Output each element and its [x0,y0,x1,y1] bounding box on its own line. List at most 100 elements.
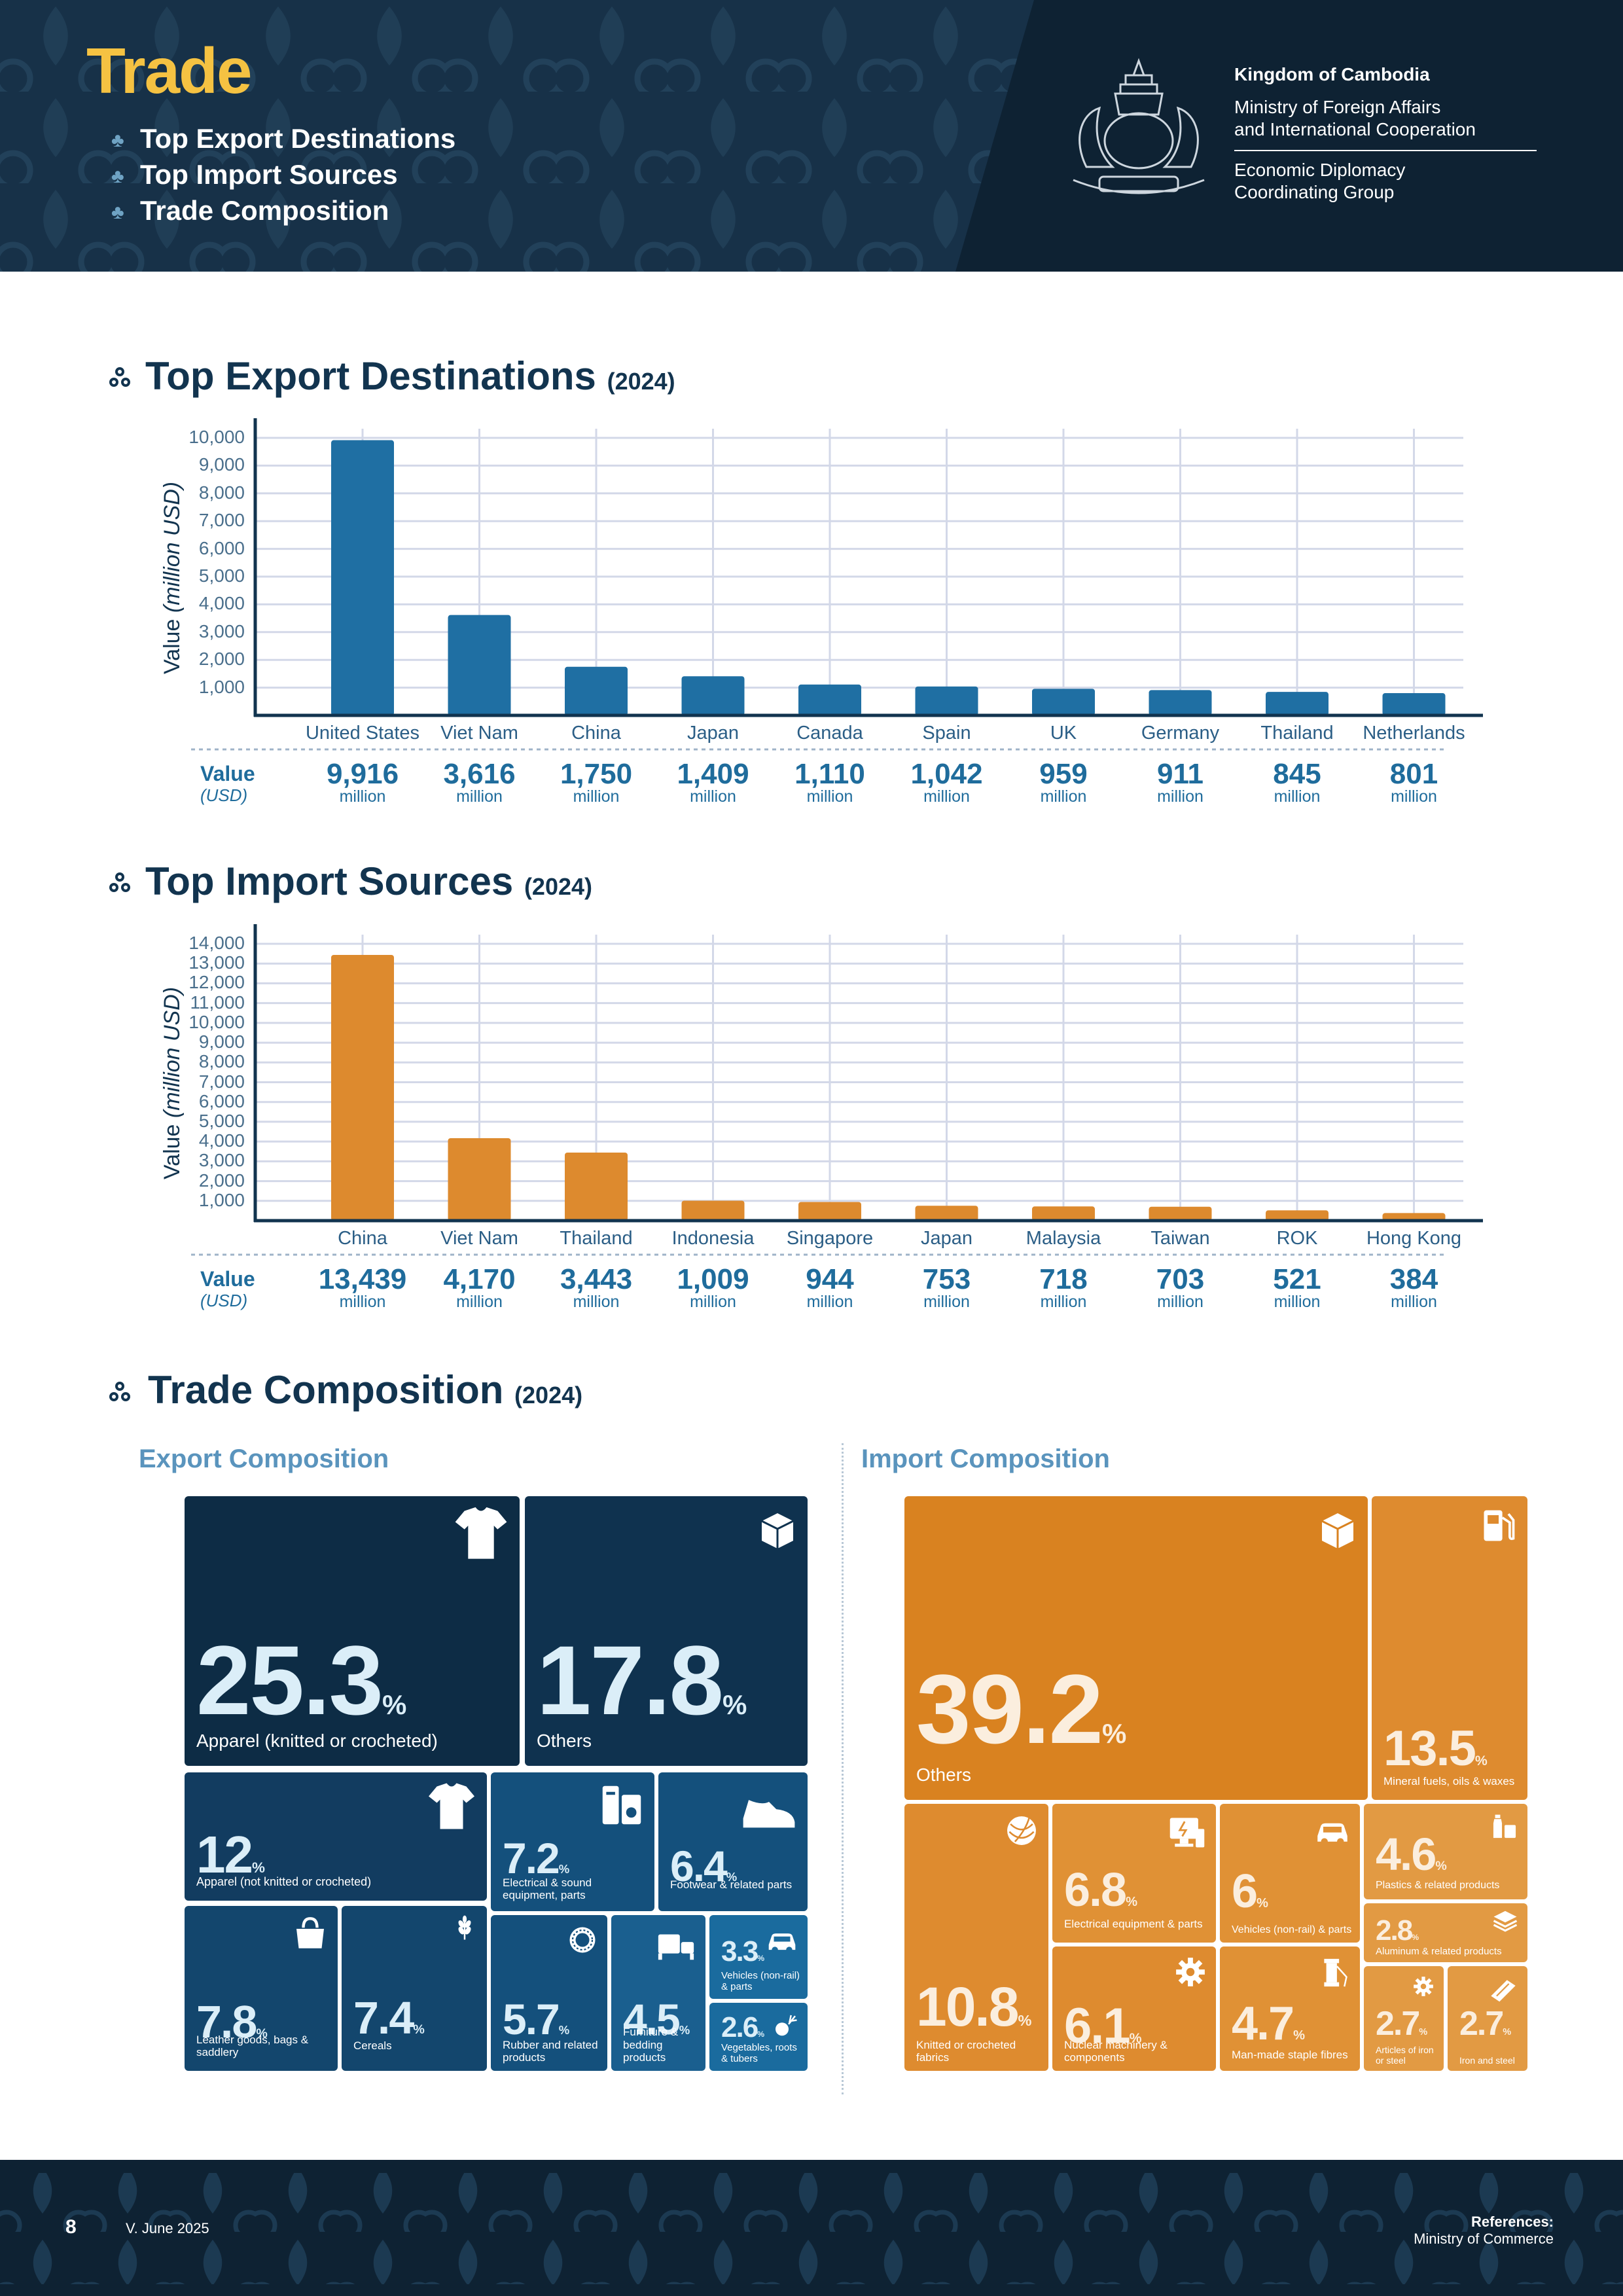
handbag-icon [292,1915,329,1952]
bar [915,1206,978,1221]
data-label: 959 [1039,758,1088,790]
steel-bar-icon [1491,1980,1516,2002]
treemap-tile: 6% Vehicles (non-rail) & parts [1220,1804,1360,1943]
tile-percent: 13.5% [1383,1724,1488,1774]
yarn-icon [1004,1813,1039,1848]
gear-icon [1176,1958,1205,1986]
bar [1382,693,1446,715]
y-tick-label: 3,000 [198,620,245,641]
bed-icon [658,1934,694,1960]
gear-icon [1414,1977,1433,1996]
data-label: 1,042 [910,758,983,790]
tile-label: Vegetables, roots & tubers [721,2041,797,2064]
section-title-composition: Trade Composition (2024) [148,1367,582,1412]
tile-percent-value: 2.7 [1459,2005,1504,2043]
nav-label: Top Export Destinations [140,123,456,154]
x-tick-label: Indonesia [671,1228,755,1249]
tile-label: Furniture & bedding products [623,2026,679,2064]
tile-percent: 6% [1232,1868,1268,1915]
data-label: 944 [806,1263,854,1295]
x-tick-label: Japan [920,1228,972,1249]
data-label: 521 [1273,1263,1321,1295]
bar [1149,690,1212,715]
data-label-unit: million [1274,1293,1321,1311]
percent-sign: % [1474,1753,1488,1768]
references-source: Ministry of Commerce [1414,2231,1554,2247]
data-label-unit: million [923,787,970,806]
x-tick-label: Viet Nam [440,723,518,744]
y-tick-label: 1,000 [198,676,245,697]
y-tick-label: 7,000 [198,1071,245,1092]
treemap-tile: 4.7% Man-made staple fibres [1220,1946,1360,2071]
x-tick-label: Japan [687,723,739,744]
y-tick-label: 4,000 [198,1130,245,1151]
tile-percent-value: 6 [1232,1865,1258,1918]
speaker-icon [602,1785,641,1825]
data-label: 801 [1389,758,1438,790]
y-tick-label: 7,000 [198,510,245,531]
bar [1266,1210,1329,1221]
data-label-unit: million [573,787,620,806]
y-tick-label: 8,000 [198,1051,245,1072]
triskele-icon [109,367,130,387]
tile-percent-value: 39.2 [916,1654,1103,1764]
percent-sign: % [722,1689,747,1720]
data-label-unit: million [1040,787,1087,806]
org-ministry-line1: Ministry of Foreign Affairs [1234,97,1441,117]
page-footer: 8 V. June 2025 References: Ministry of C… [0,2160,1623,2296]
org-ministry-line2: and International Cooperation [1234,119,1476,139]
tile-percent: 2.6% [721,2013,764,2042]
x-tick-label: Malaysia [1026,1228,1101,1249]
tile-percent-value: 10.8 [916,1976,1019,2037]
tshirt-icon [429,1783,474,1829]
car-icon [1317,1823,1347,1845]
tile-percent-value: 13.5 [1383,1721,1476,1776]
tile-percent: 6.8% [1064,1867,1137,1914]
tile-percent: 25.3% [196,1631,406,1729]
x-tick-label: Germany [1141,723,1220,744]
tile-percent-value: 4.6 [1376,1829,1436,1880]
percent-sign: % [558,2023,570,2037]
tile-label: Others [916,1764,972,1785]
data-label: 9,916 [326,758,399,790]
x-tick-label: Spain [922,723,971,744]
speaker-icon [598,1782,645,1829]
x-tick-label: Taiwan [1150,1228,1210,1249]
tile-label: Nuclear machinery & components [1064,2038,1168,2064]
tile-label: Rubber and related products [503,2038,598,2064]
tile-percent: 7.4% [353,1995,425,2041]
y-tick-label: 5,000 [198,1110,245,1131]
y-tick-label: 2,000 [198,649,245,670]
y-tick-label: 10,000 [188,427,245,447]
percent-sign: % [251,1859,265,1876]
data-label-unit: million [1391,787,1437,806]
bottle-icon [1493,1814,1516,1839]
percent-sign: % [1126,1895,1138,1909]
treemap-tile: 17.8% Others [525,1496,808,1766]
section-title-exports: Top Export Destinations (2024) [145,353,675,399]
box-icon [761,1513,794,1549]
treemap-tile: 6.1% Nuclear machinery & components [1052,1946,1216,2071]
percent-sign: % [256,2026,268,2041]
data-label: 384 [1389,1263,1438,1295]
triskele-icon [109,1382,130,1401]
treemap-tile: 4.5% Furniture & bedding products [611,1915,705,2071]
nav-item-exports: ♣ Top Export Destinations [111,123,455,154]
y-tick-label: 2,000 [198,1170,245,1191]
tile-percent: 4.7% [1232,2000,1305,2047]
x-tick-label: United States [305,723,420,744]
y-tick-label: 6,000 [198,1090,245,1111]
import-composition-title: Import Composition [861,1444,1110,1473]
composition-divider [842,1443,844,2094]
section-year: (2024) [524,873,592,900]
percent-sign: % [1257,1896,1268,1910]
tire-icon [567,1924,598,1956]
tile-percent: 7.8% [196,1999,268,2045]
data-label-unit: million [339,787,386,806]
treemap-tile: 5.7% Rubber and related products [491,1915,607,2071]
percent-sign: % [1293,2028,1306,2043]
y-tick-label: 13,000 [188,952,245,973]
data-label-unit: million [573,1293,620,1311]
value-row-label: Value [200,762,255,785]
data-label: 1,110 [794,758,865,790]
